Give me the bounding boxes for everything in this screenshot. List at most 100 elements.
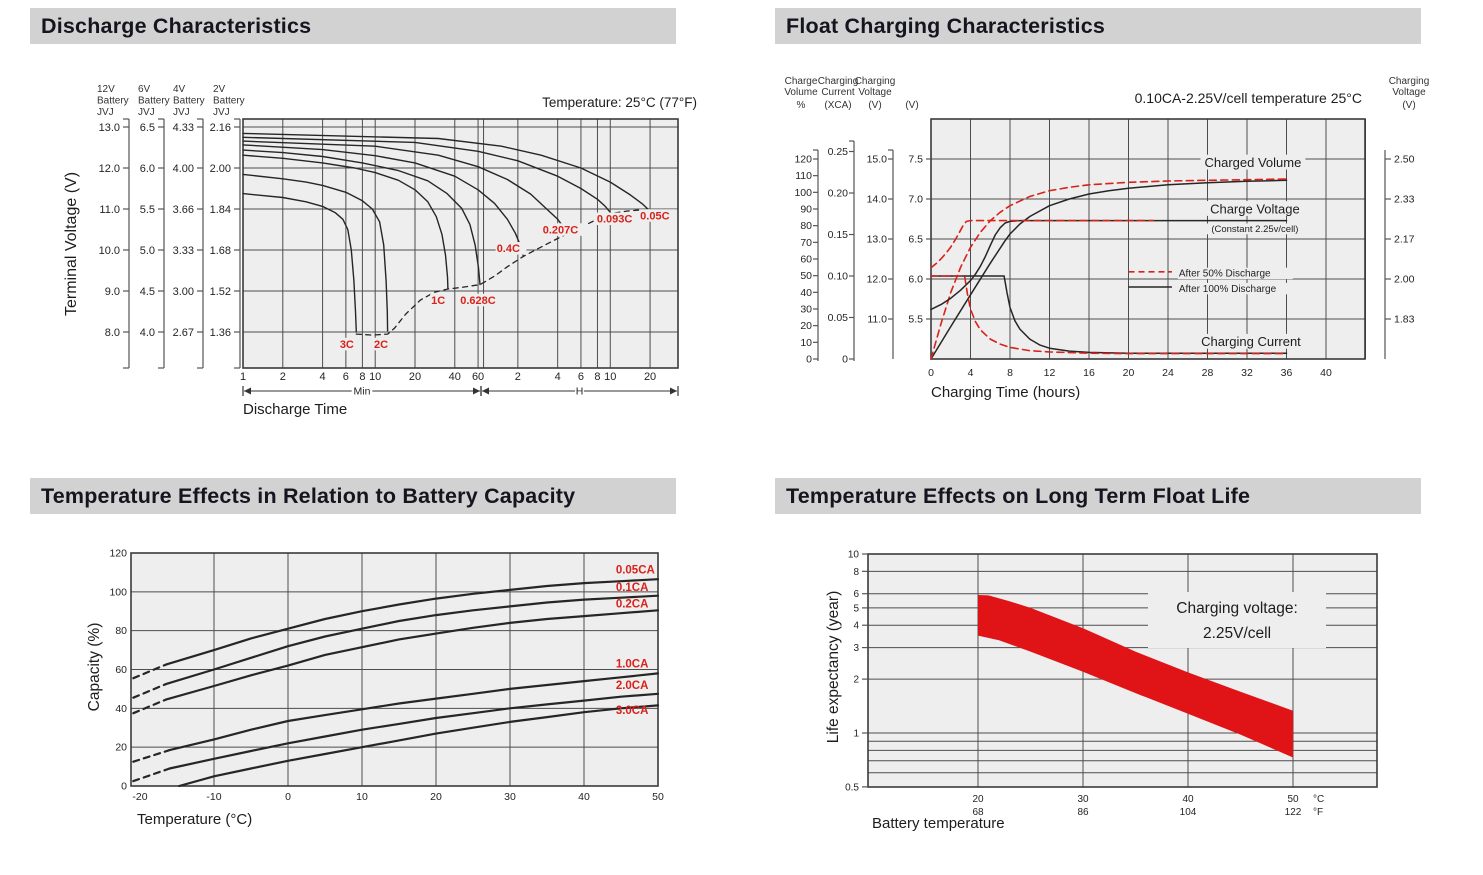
y-ticks: 0 20 40 60 80 100 120 (109, 547, 127, 792)
svg-text:16: 16 (1083, 367, 1095, 379)
svg-text:100: 100 (109, 586, 127, 598)
svg-text:13.0: 13.0 (99, 122, 120, 134)
svg-text:(XCA): (XCA) (824, 100, 851, 111)
svg-text:40: 40 (1320, 367, 1332, 379)
svg-text:2.50: 2.50 (1394, 154, 1415, 166)
life-expectancy-band (978, 595, 1293, 758)
svg-text:2C: 2C (374, 339, 388, 351)
y-axis-title: Capacity (%) (86, 623, 103, 712)
svg-text:0.10: 0.10 (828, 271, 849, 283)
x-ticks: 0 4 8 12 16 20 24 28 32 36 40 (928, 367, 1332, 379)
svg-text:Charging: Charging (818, 76, 859, 87)
svg-text:4: 4 (320, 371, 326, 383)
svg-text:50: 50 (800, 270, 812, 282)
cutoff-dashed-curve (355, 208, 649, 336)
svg-text:3.66: 3.66 (173, 204, 194, 216)
svg-text:0.20: 0.20 (828, 188, 849, 200)
series-0.05CA (132, 578, 660, 680)
svg-text:1.52: 1.52 (210, 286, 231, 298)
c-rate-labels: 3C 2C 1C 0.628C 0.4C 0.207C 0.093C 0.05C (338, 209, 677, 351)
series-0.05C (242, 132, 649, 211)
svg-text:1C: 1C (431, 295, 445, 307)
charging-voltage-annotation: Charging voltage: 2.25V/cell (1148, 592, 1326, 648)
ca-rate-labels: 0.05CA 0.1CA 0.2CA 1.0CA 2.0CA 3.0CA (616, 564, 655, 717)
svg-text:0.05CA: 0.05CA (616, 564, 655, 576)
series-2C (242, 173, 389, 332)
svg-text:20: 20 (430, 791, 442, 803)
temperature-capacity-chart: 0 20 40 60 80 100 120 -20 -10 0 10 20 30 40 50 Capacity… (86, 547, 664, 828)
plot-labels: Charged Volume Charge Voltage (Constant 2.… (1191, 154, 1313, 349)
svg-text:(V): (V) (905, 100, 918, 111)
section-title-float-charging: Float Charging Characteristics (775, 8, 1421, 44)
svg-text:Min: Min (354, 386, 371, 398)
svg-text:JVJ: JVJ (138, 107, 155, 118)
svg-text:40: 40 (1182, 794, 1194, 805)
x-axis-title: Battery temperature (872, 815, 1005, 832)
svg-text:Battery temperature: Battery temperature (872, 815, 1005, 832)
svg-text:2.25V/cell: 2.25V/cell (1203, 625, 1271, 642)
svg-text:40: 40 (800, 287, 812, 299)
svg-text:120: 120 (109, 547, 127, 559)
svg-text:Battery: Battery (213, 96, 245, 107)
svg-text:1: 1 (240, 371, 246, 383)
series-charge-voltage-100 (930, 219, 1288, 311)
svg-text:4.33: 4.33 (173, 122, 194, 134)
grid (131, 553, 658, 786)
svg-text:100: 100 (794, 187, 812, 199)
left-axis-4: 5.5 6.0 6.5 7.0 7.5 (V) (905, 100, 931, 326)
section-title-temp-capacity: Temperature Effects in Relation to Batte… (30, 478, 676, 514)
svg-text:10: 10 (604, 371, 616, 383)
x-ticks: -20 -10 0 10 20 30 40 50 (132, 791, 664, 803)
series-charged-volume-50 (930, 178, 1288, 360)
svg-text:0.05C: 0.05C (640, 210, 669, 222)
svg-text:(V): (V) (868, 100, 881, 111)
series-0.628C (242, 149, 481, 286)
svg-text:14.0: 14.0 (867, 194, 888, 206)
svg-text:13.0: 13.0 (867, 234, 888, 246)
svg-text:20: 20 (409, 371, 421, 383)
svg-text:10: 10 (800, 337, 812, 349)
svg-text:15.0: 15.0 (867, 154, 888, 166)
svg-text:24: 24 (1162, 367, 1174, 379)
svg-text:120: 120 (794, 153, 812, 165)
svg-text:10: 10 (848, 550, 860, 561)
svg-text:°F: °F (1313, 807, 1323, 818)
svg-text:4.0: 4.0 (140, 327, 155, 339)
svg-text:0: 0 (285, 791, 291, 803)
svg-text:Life expectancy (year): Life expectancy (year) (825, 591, 842, 744)
svg-text:Charging: Charging (1389, 76, 1430, 87)
plot-border (867, 553, 1378, 788)
svg-text:0: 0 (806, 354, 812, 366)
series-charging-current-100 (930, 275, 1288, 354)
svg-text:Battery: Battery (97, 96, 129, 107)
section-title-text: Temperature Effects on Long Term Float L… (786, 484, 1251, 508)
svg-text:11.0: 11.0 (867, 314, 887, 326)
svg-text:12: 12 (1044, 367, 1056, 379)
svg-text:2: 2 (515, 371, 521, 383)
svg-text:0: 0 (928, 367, 934, 379)
svg-text:90: 90 (800, 203, 812, 215)
svg-text:2: 2 (853, 675, 859, 686)
series-0.093C (242, 136, 611, 213)
svg-text:5.5: 5.5 (908, 314, 923, 326)
svg-text:6.0: 6.0 (140, 163, 155, 175)
svg-text:4.5: 4.5 (140, 286, 155, 298)
svg-text:2.00: 2.00 (1394, 274, 1415, 286)
svg-text:5.5: 5.5 (140, 204, 155, 216)
section-title-discharge: Discharge Characteristics (30, 8, 676, 44)
svg-text:50: 50 (1287, 794, 1299, 805)
svg-text:6: 6 (578, 371, 584, 383)
section-title-text: Float Charging Characteristics (786, 14, 1106, 38)
svg-text:30: 30 (504, 791, 516, 803)
svg-text:Terminal Voltage (V): Terminal Voltage (V) (63, 172, 80, 316)
svg-text:10: 10 (369, 371, 381, 383)
svg-text:0.2CA: 0.2CA (616, 598, 649, 610)
svg-text:-20: -20 (132, 791, 147, 803)
svg-text:11.0: 11.0 (99, 204, 120, 216)
